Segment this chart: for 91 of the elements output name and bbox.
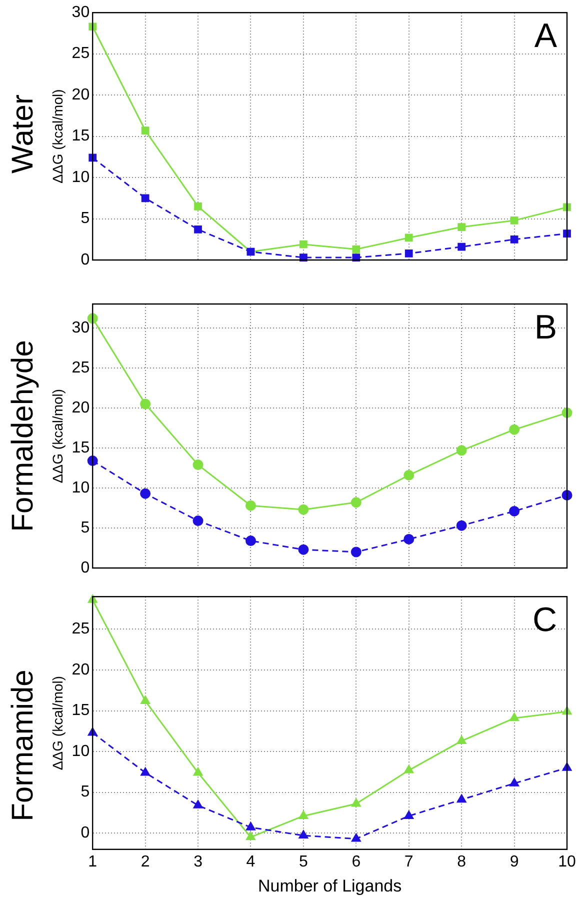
point	[141, 126, 150, 134]
point	[352, 834, 361, 842]
point	[404, 765, 414, 774]
x-tick-label: 6	[352, 853, 361, 870]
point	[140, 696, 150, 704]
annotation: C	[532, 600, 557, 639]
point	[510, 712, 519, 722]
text: Water	[6, 94, 40, 174]
y-axis-title: ΔΔG (kcal/mol)	[49, 89, 66, 184]
y-tick-label: 10	[72, 168, 90, 186]
point	[192, 516, 204, 526]
x-tick-label: 1	[88, 853, 98, 870]
y-tick-label: 15	[72, 702, 90, 720]
point	[298, 830, 308, 839]
point	[509, 424, 520, 435]
point	[352, 254, 360, 262]
y-tick-label: 15	[72, 128, 90, 145]
text: Formamide	[6, 670, 40, 822]
y-tick-label: 25	[72, 359, 90, 376]
point	[456, 794, 466, 803]
point	[456, 520, 467, 531]
point	[563, 230, 571, 238]
point	[510, 778, 519, 786]
point	[509, 506, 520, 516]
point	[193, 767, 203, 776]
y-tick-label: 25	[72, 620, 90, 638]
point	[88, 594, 98, 603]
point	[300, 240, 308, 248]
y-tick-label: 5	[80, 784, 90, 801]
x-tick-label: 2	[140, 853, 150, 870]
x-tick-label: 5	[298, 853, 308, 870]
x-tick-label: 8	[457, 853, 466, 870]
y-tick-label: 25	[72, 45, 90, 62]
point	[192, 460, 204, 470]
point	[352, 245, 360, 254]
point	[456, 736, 466, 744]
y-tick-label: 0	[80, 251, 90, 268]
point	[404, 470, 414, 480]
point	[404, 810, 414, 819]
annotation: A	[534, 16, 558, 55]
point	[458, 242, 466, 251]
x-tick-label: 3	[194, 853, 203, 870]
y-tick-label: 30	[72, 319, 90, 336]
point	[298, 504, 309, 515]
y-tick-label: 0	[80, 824, 90, 842]
point	[562, 762, 572, 771]
point	[404, 234, 413, 242]
point	[245, 536, 256, 546]
y-tick-label: 5	[80, 519, 90, 536]
x-tick-label: 9	[510, 853, 519, 870]
point	[350, 497, 362, 508]
annotation: B	[534, 308, 557, 346]
point	[300, 254, 308, 262]
point	[456, 445, 467, 456]
y-tick-label: 15	[72, 439, 90, 456]
point	[141, 194, 150, 202]
point	[246, 822, 256, 830]
y-tick-label: 5	[80, 210, 90, 228]
point	[352, 798, 361, 807]
x-tick-label: 4	[246, 853, 256, 870]
y-tick-label: 20	[72, 399, 90, 416]
y-tick-label: 10	[72, 742, 90, 760]
y-tick-label: 10	[72, 479, 90, 496]
y-axis-title: ΔΔG (kcal/mol)	[49, 676, 66, 770]
point	[350, 546, 362, 558]
point	[140, 488, 151, 499]
y-tick-label: 20	[72, 86, 90, 104]
point	[88, 728, 98, 736]
y-tick-label: 0	[80, 559, 90, 576]
point	[404, 534, 414, 544]
y-tick-label: 20	[72, 661, 90, 678]
point	[194, 202, 202, 210]
point	[404, 249, 413, 258]
point	[458, 223, 466, 231]
point	[298, 810, 308, 819]
point	[194, 226, 202, 234]
y-tick-label: 30	[72, 4, 90, 22]
point	[140, 767, 150, 776]
point	[245, 500, 256, 511]
point	[140, 398, 151, 410]
x-tick-label: 10	[558, 853, 576, 870]
text: Formaldehyde	[6, 340, 40, 532]
point	[246, 832, 256, 840]
point	[88, 22, 97, 31]
point	[510, 235, 518, 244]
y-axis-title: ΔΔG (kcal/mol)	[49, 388, 66, 484]
point	[193, 800, 203, 808]
x-axis-title: Number of Ligands	[258, 876, 402, 896]
x-tick-label: 7	[404, 853, 414, 870]
point	[298, 544, 309, 555]
point	[510, 216, 518, 224]
